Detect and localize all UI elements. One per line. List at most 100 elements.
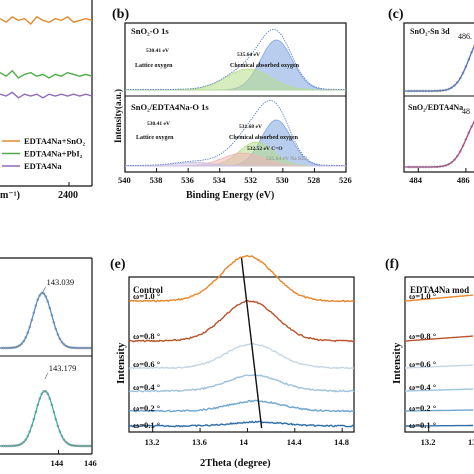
panel-b-tick-label: 528 [307,175,320,185]
panel-e-tick-label: 14.8 [334,437,349,447]
panel-f-tick-label: 13.6 [468,437,474,447]
panel-c-top-data-point [464,65,468,68]
panel-d-data-point [6,444,9,448]
panel-b-bottom-annotation: 530.41 eV [147,121,170,127]
panel-d-data-point [66,442,70,445]
panel-d-data-point [58,430,62,433]
panel-c-top-data-point [461,71,465,75]
panel-b-tick-label: 536 [181,175,194,185]
panel-d-data-point [34,304,38,308]
panel-c-bottom-data-point [467,131,471,135]
panel-c-top-data-point [450,86,453,89]
panel-e-series-line [128,299,355,343]
panel-d-data-point [58,337,62,341]
panel-c-top-data-point [435,89,439,93]
panel-c-bottom-data-point [461,144,465,148]
panel-c-top-data-point [470,50,473,54]
panel-c-top-data-point [430,89,433,93]
panel-d-data-point [24,438,28,441]
panel-d-data-point [52,321,56,324]
panel-c-top-data-point [473,44,474,47]
panel-d-data-point [22,339,26,343]
panel-e-series-label: ω=0.8 ° [133,331,160,341]
panel-b-top-annotation: 530.41 eV [146,48,169,54]
panel-d-peak-leader [42,286,46,294]
panel-c-bottom-data-point [430,165,433,169]
panel-d-peak-label: 143.039 [46,277,74,287]
panel-c-bottom-data-point [447,162,451,166]
panel-label-f: (f) [385,257,399,272]
panel-c-tick-label: 484 [409,175,423,185]
panel-c-bottom-data-point [450,161,453,164]
panel-b-tick-label: 526 [339,175,352,185]
panel-d-data-point [56,424,60,428]
panel-c-bottom-data-point [438,165,442,168]
panel-b-top-envelope [125,28,345,90]
panel-d-data-point [16,345,20,348]
panel-c-bottom-data-point [435,165,439,169]
panel-b-top-component-peak [125,68,346,91]
panel-f-frame [404,276,474,433]
panel-d-data-point [22,440,26,444]
panel-d-data-point [30,318,34,322]
panel-b-bottom-annotation: Chemical absorbed oxygen [229,135,299,141]
panel-b-tick-label: 538 [150,175,163,185]
panel-d-data-point [88,444,92,448]
panel-c-bottom-data-point [427,165,431,169]
panel-c-bottom-data-point [424,165,428,169]
panel-d-data-point [24,336,28,339]
panel-b-tick-label: 530 [276,175,289,185]
panel-c-top-data-point [444,88,448,92]
panel-b-frame [124,22,347,173]
panel-a: 2400 m⁻¹) EDTA4Na+SnO₂ EDTA4Na+PbI₂ EDTA4N… [0,0,93,201]
panel-d-data-point [26,331,30,335]
panel-d-data-point [50,403,54,407]
panel-d-data-point [62,342,66,346]
panel-b-top-label: SnO₂-O 1s [131,26,169,36]
panel-c-bottom-data-point [464,138,468,141]
panel-c-top-data-point [458,76,462,80]
panel-a-series-line [0,15,93,25]
panel-d-data-point [38,397,42,400]
panel-c-top-data-point [433,89,436,93]
panel-d-data-point [46,392,50,396]
panel-c-top-data-point [413,89,416,93]
panel-c-bottom-data-point [473,120,474,123]
panel-b-bottom-envelope [125,99,345,166]
panel-f-series-label: ω=0.8 ° [409,331,436,341]
panel-d-data-point [20,442,24,445]
panel-c-top-data-point [453,84,456,87]
panel-b-bottom-annotation: 531.68 eV [239,124,262,130]
panel-f-series-line [405,424,473,427]
panel-c-bottom-data-point [421,165,425,169]
panel-d-data-point [54,327,58,331]
panel-d-data-point [4,444,7,448]
panel-b-y-label: Intensity(a.u.) [113,89,123,143]
panel-d-data-point [52,410,56,414]
panel-c-bottom-data-point [418,165,422,169]
panel-a-legend-entry: EDTA4Na [24,161,62,171]
panel-c-bottom-data-point [470,125,473,128]
panel-c-bottom-annotation: 48 [462,107,470,116]
panel-d-data-point [2,346,5,350]
panel-e-series-label: ω=0.1 ° [133,420,160,430]
panel-e-series-line [128,373,355,393]
panel-d-data-point [28,325,32,329]
panel-d-data-point [60,434,64,438]
panel-d-tick-label: 146 [84,458,97,468]
panel-d-data-point [64,440,68,444]
panel-c-top-label: SnO₂-Sn 3d [410,27,450,36]
panel-f-series-label: ω=1.0 ° [409,291,436,301]
panel-d-data-point [0,444,4,448]
panel-c-top-data-point [467,58,471,61]
panel-c-top-annotation: 486. [458,32,472,41]
panel-c-bottom-data-point [433,165,436,169]
panel-d-peak-label: 143.179 [49,363,77,373]
panel-b-bottom-component-peak [125,161,346,167]
panel-a-x-label: m⁻¹) [0,190,20,201]
panel-f-title: EDTA4Na mod [410,285,469,295]
panel-f-series-line [404,364,474,369]
panel-f-series-line [404,294,474,302]
panel-d-data-point [18,443,22,447]
